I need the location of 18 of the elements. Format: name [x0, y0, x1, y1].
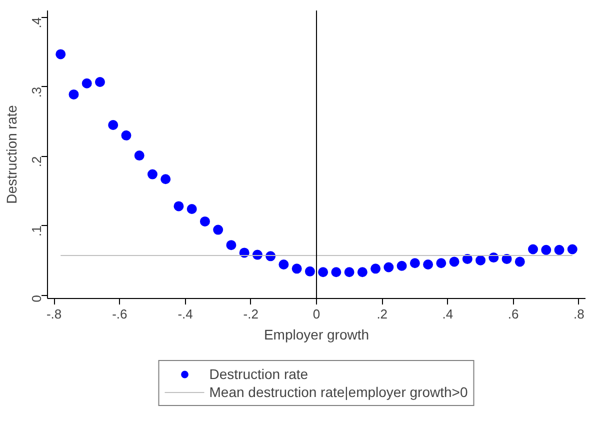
- y-tick-label: .3: [29, 86, 44, 98]
- x-tick-label: .6: [508, 306, 519, 322]
- y-tick-label: .1: [29, 226, 44, 236]
- y-tick-label: 0: [29, 295, 44, 302]
- x-tick-label: -.6: [112, 306, 128, 322]
- x-axis-title: Employer growth: [264, 326, 370, 342]
- x-tick-label: 0: [312, 306, 320, 322]
- x-tick-label: .4: [442, 306, 454, 322]
- x-tick-label: -.4: [178, 306, 193, 322]
- x-tick-label: .8: [574, 306, 584, 322]
- y-tick-label: .2: [29, 156, 44, 168]
- legend-label: Destruction rate: [209, 366, 308, 382]
- x-tick-label: .2: [376, 306, 388, 322]
- y-tick-label: .4: [29, 17, 44, 28]
- x-tick-label: -.2: [243, 306, 258, 322]
- x-tick-label: -.8: [46, 306, 62, 322]
- y-axis-title: Destruction rate: [4, 104, 20, 204]
- legend-label: Mean destruction rate|employer growth>0: [209, 384, 468, 400]
